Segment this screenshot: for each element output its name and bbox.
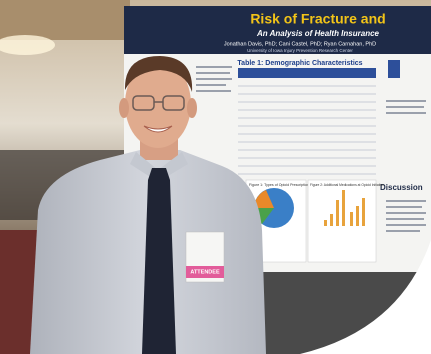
poster-authors: Jonathan Davis, PhD; Cani Castel, PhD; R… [224, 41, 376, 47]
smile [143, 125, 173, 133]
bar-chart [324, 190, 365, 226]
poster-title: Risk of Fracture and [250, 11, 385, 27]
hair [124, 56, 193, 92]
table-header [238, 68, 376, 78]
badge-ribbon [186, 266, 224, 278]
tie [142, 168, 176, 354]
collar [130, 152, 188, 182]
table-title: Table 1: Demographic Characteristics [237, 60, 362, 67]
face [125, 60, 191, 148]
poster-body-text [196, 66, 426, 232]
discussion-heading: Discussion [380, 183, 423, 192]
poster-header [124, 6, 431, 54]
badge-label: ATTENDEE [190, 269, 220, 275]
ear [119, 98, 129, 118]
ear [187, 98, 197, 118]
figure-1-title: Figure 1: Types of Opioid Prescriptions [249, 183, 311, 187]
ceiling [0, 0, 130, 40]
frame-corner [300, 240, 431, 354]
table-rows [238, 85, 376, 175]
poster-subtitle: An Analysis of Health Insurance [256, 29, 380, 38]
figure-2-title: Figure 2: Additional Medications at Opio… [310, 183, 384, 187]
poster-logo [388, 60, 400, 78]
glasses [132, 95, 185, 111]
poster-affiliation: University of Iowa Injury Prevention Res… [247, 48, 353, 53]
pie-slice [254, 190, 274, 208]
ceiling-light [0, 35, 55, 55]
